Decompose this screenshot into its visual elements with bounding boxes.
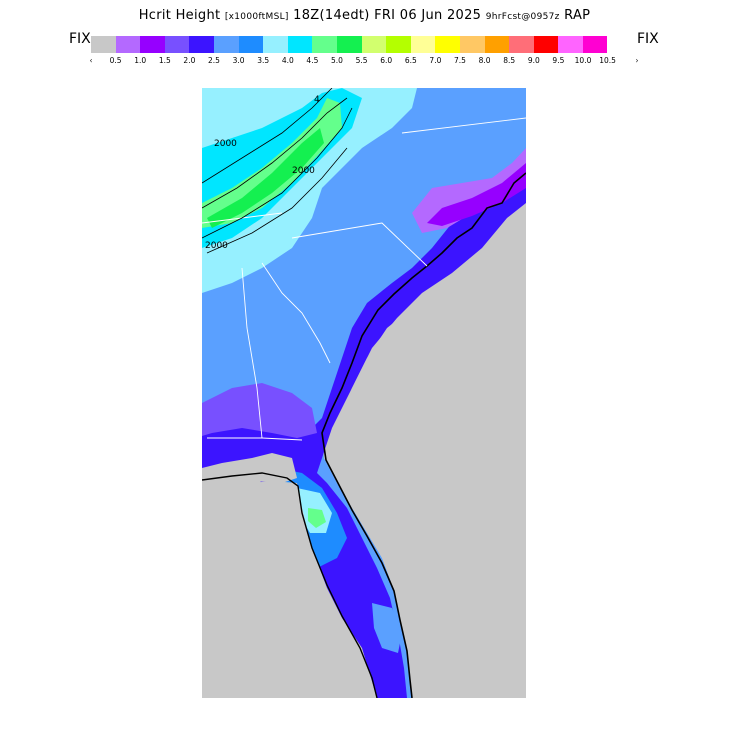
- scale-tick-label: 6.0: [380, 56, 393, 65]
- scale-tick-label: 2.5: [208, 56, 220, 65]
- color-swatch: [115, 36, 141, 53]
- color-swatch: [386, 36, 411, 53]
- color-swatch: [238, 36, 264, 53]
- contour-4: [206, 147, 348, 254]
- va-nc-line: [401, 117, 526, 134]
- gulf-coastline: [202, 472, 378, 698]
- title-units: [x1000ftMSL]: [224, 12, 289, 22]
- scale-tick-label: 1.5: [158, 56, 171, 65]
- color-swatch: [189, 36, 214, 53]
- map-panel: 2000 2000 2000 4: [202, 88, 526, 698]
- title-forecast: 9hrFcst@0957z: [485, 12, 560, 22]
- bright-green-region: [207, 128, 324, 228]
- scale-tick-label: 10.0: [574, 56, 592, 65]
- color-swatch: [361, 36, 387, 53]
- atlantic-water: [332, 218, 526, 698]
- scale-tick-label: 0.5: [109, 56, 122, 65]
- color-swatch: [484, 36, 510, 53]
- contour-label-3: 2000: [205, 241, 228, 251]
- color-swatch: [312, 36, 337, 53]
- legend-over-arrow: ›: [635, 56, 639, 65]
- contour-2: [202, 97, 348, 209]
- nc-sc-line: [291, 222, 428, 267]
- color-swatch: [164, 36, 190, 53]
- scale-tick-label: 7.5: [454, 56, 466, 65]
- scale-tick-label: 4.0: [281, 56, 294, 65]
- color-scale-bar: [91, 36, 608, 53]
- violet-region: [202, 168, 526, 488]
- scale-tick-label: 10.5: [599, 56, 616, 65]
- contour-lines: [202, 88, 353, 254]
- scale-tick-label: 8.5: [503, 56, 516, 65]
- color-swatch: [287, 36, 313, 53]
- scale-tick-label: 3.0: [232, 56, 245, 65]
- title-field: Hcrit Height: [138, 8, 221, 23]
- scale-tick-label: 8.0: [478, 56, 491, 65]
- scale-tick-label: 2.0: [183, 56, 196, 65]
- south-florida-blue: [372, 603, 402, 653]
- contour-label-4: 4: [314, 95, 320, 105]
- legend-fix-right: FIX: [637, 31, 659, 47]
- color-swatch: [91, 36, 116, 53]
- color-swatch: [558, 36, 583, 53]
- color-scale-ticks: ‹ › 0.5 1.0 1.5 2.0 2.5 3.0 3.5 4.0 4.5 5.0 5.5 6.0…: [80, 56, 650, 68]
- color-swatch: [459, 36, 485, 53]
- scale-tick-label: 5.5: [355, 56, 368, 65]
- purple-region: [427, 163, 526, 226]
- scale-tick-label: 9.5: [552, 56, 565, 65]
- scale-tick-label: 5.0: [331, 56, 343, 65]
- color-swatch: [410, 36, 436, 53]
- color-swatch: [140, 36, 165, 53]
- scale-tick-label: 4.5: [306, 56, 319, 65]
- color-swatch: [533, 36, 559, 53]
- title-valid-time: 18Z(14edt) FRI 06 Jun 2025: [293, 8, 482, 23]
- color-swatch: [582, 36, 608, 53]
- gulf-water: [202, 453, 297, 488]
- contour-1: [202, 88, 333, 184]
- contour-label-2: 2000: [292, 166, 315, 176]
- title-model: RAP: [564, 8, 591, 23]
- scale-tick-label: 9.0: [527, 56, 540, 65]
- color-swatch: [263, 36, 288, 53]
- ga-sc-line: [261, 262, 331, 364]
- color-swatch: [213, 36, 239, 53]
- color-swatch: [435, 36, 460, 53]
- legend-fix-left: FIX: [69, 31, 91, 47]
- florida-green: [308, 508, 326, 528]
- contour-label-1: 2000: [214, 139, 237, 149]
- map-title: Hcrit Height [x1000ftMSL] 18Z(14edt) FRI…: [0, 8, 729, 28]
- scale-tick-label: 7.0: [429, 56, 442, 65]
- gulf-water-lower: [202, 481, 377, 698]
- color-swatch: [509, 36, 534, 53]
- legend-under-arrow: ‹: [89, 56, 93, 65]
- coastline: [321, 172, 526, 698]
- scale-tick-label: 3.5: [257, 56, 270, 65]
- color-swatch: [336, 36, 362, 53]
- contour-3: [202, 107, 353, 239]
- scale-tick-label: 6.5: [404, 56, 417, 65]
- al-ga-line: [241, 267, 263, 439]
- scale-tick-label: 1.0: [134, 56, 147, 65]
